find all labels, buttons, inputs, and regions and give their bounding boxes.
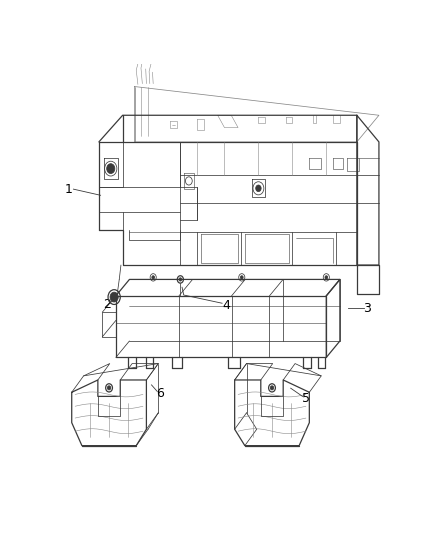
Circle shape xyxy=(107,164,115,174)
Text: 6: 6 xyxy=(156,387,164,400)
Text: 1: 1 xyxy=(64,183,72,196)
Text: 2: 2 xyxy=(103,297,111,311)
Circle shape xyxy=(240,276,243,279)
Text: 5: 5 xyxy=(302,392,310,405)
Circle shape xyxy=(179,278,182,281)
Text: 3: 3 xyxy=(363,302,371,314)
Circle shape xyxy=(152,276,155,279)
Circle shape xyxy=(256,185,261,191)
Circle shape xyxy=(110,292,118,302)
Circle shape xyxy=(270,386,274,390)
Text: 4: 4 xyxy=(222,299,230,312)
Circle shape xyxy=(325,276,328,279)
Circle shape xyxy=(107,386,111,390)
